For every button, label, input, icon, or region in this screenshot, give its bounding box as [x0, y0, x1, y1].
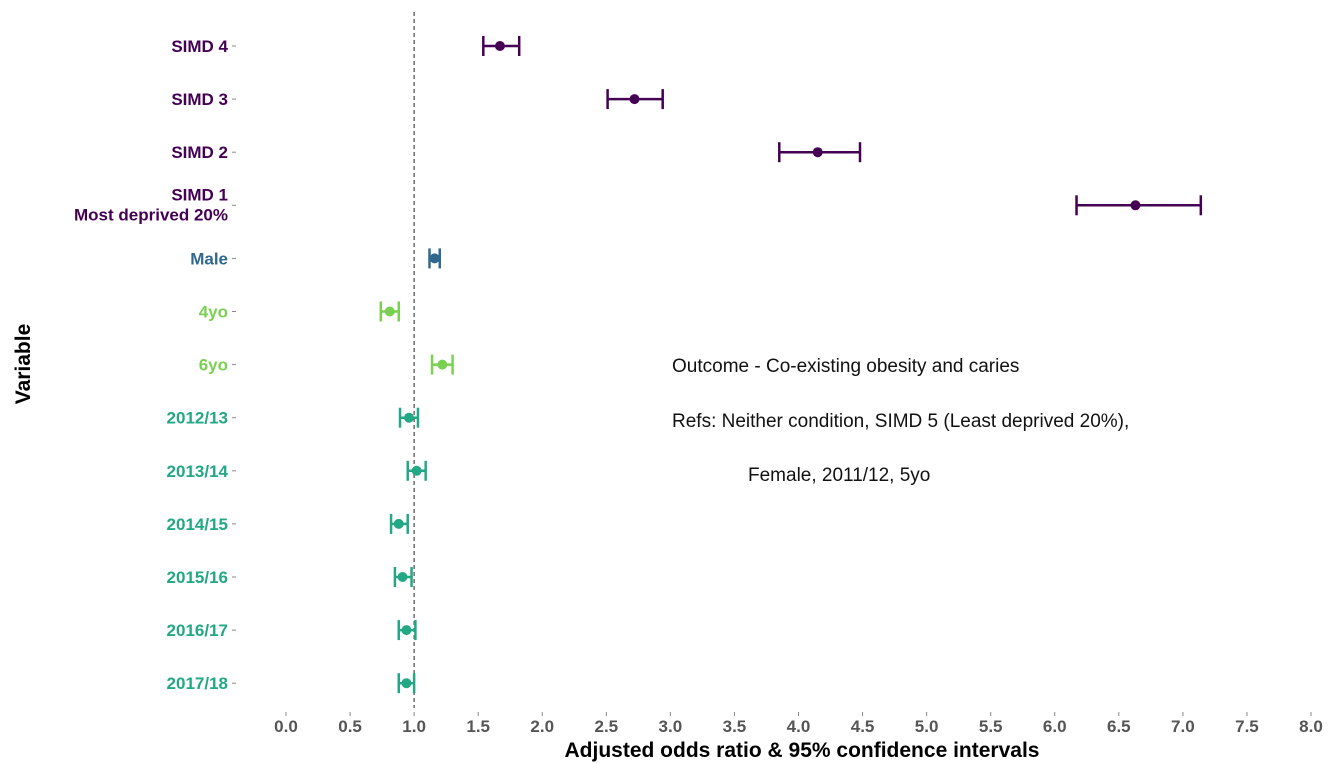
y-tick-label: 2014/15 — [167, 515, 228, 534]
x-tick-label: 4.5 — [851, 717, 875, 736]
point-estimate — [494, 41, 505, 51]
annotation-refs: Refs: Neither condition, SIMD 5 (Least d… — [672, 411, 1129, 432]
y-tick-label: 6yo — [199, 356, 228, 375]
y-tick-label: 2015/16 — [167, 568, 228, 587]
point-estimate — [393, 518, 404, 529]
y-tick-label: 2016/17 — [167, 621, 228, 640]
point-estimate — [629, 94, 640, 105]
y-tick-label: SIMD 4 — [171, 37, 228, 56]
point-estimate — [397, 572, 408, 582]
row-2015-16: 2015/16 — [167, 567, 413, 587]
point-estimate — [401, 678, 412, 689]
row-simd-4: SIMD 4 — [171, 36, 521, 56]
x-tick-label: 3.5 — [723, 717, 747, 736]
point-estimate — [411, 465, 422, 476]
x-tick-label: 6.5 — [1107, 717, 1131, 736]
y-tick-label: 4yo — [199, 303, 228, 322]
y-tick-label-sub: Most deprived 20% — [74, 205, 228, 224]
x-tick-label: 1.0 — [402, 717, 426, 736]
x-tick-label: 3.0 — [659, 717, 683, 736]
row-simd-3: SIMD 3 — [171, 89, 664, 110]
row-2014-15: 2014/15 — [167, 513, 409, 534]
x-tick-label: 0.0 — [274, 717, 298, 736]
x-tick-label: 4.0 — [787, 717, 811, 736]
row-4yo: 4yo — [199, 301, 400, 322]
x-tick-label: 6.0 — [1043, 717, 1067, 736]
annotation-outcome: Outcome - Co-existing obesity and caries — [672, 356, 1019, 377]
y-tick-label: 2013/14 — [167, 462, 229, 481]
row-2016-17: 2016/17 — [167, 620, 417, 641]
point-estimate — [1130, 200, 1141, 211]
x-tick-label: 0.5 — [338, 717, 362, 736]
y-axis-title: Variable — [12, 324, 35, 405]
point-estimate — [384, 306, 395, 317]
x-tick-label: 7.5 — [1235, 717, 1259, 736]
point-estimate — [429, 253, 440, 264]
y-tick-label: Male — [190, 249, 228, 268]
row-6yo: 6yo — [199, 354, 454, 375]
x-tick-label: 2.0 — [530, 717, 554, 736]
row-simd-2: SIMD 2 — [171, 142, 862, 163]
point-estimate — [401, 625, 412, 636]
point-estimate — [812, 147, 823, 158]
y-tick-label: SIMD 2 — [171, 143, 228, 162]
y-tick-label: SIMD 1 — [171, 185, 228, 204]
x-tick-label: 2.5 — [594, 717, 618, 736]
point-estimate — [437, 359, 448, 370]
y-tick-label: 2012/13 — [167, 409, 228, 428]
row-2017-18: 2017/18 — [167, 673, 416, 694]
y-tick-label: 2017/18 — [167, 674, 228, 693]
annotation-refs-cont: Female, 2011/12, 5yo — [748, 465, 930, 486]
row-2013-14: 2013/14 — [167, 460, 427, 481]
x-tick-label: 5.0 — [915, 717, 939, 736]
x-tick-label: 7.0 — [1171, 717, 1195, 736]
row-male: Male — [190, 248, 441, 269]
row-2012-13: 2012/13 — [167, 407, 420, 428]
y-tick-label: SIMD 3 — [171, 90, 228, 109]
x-tick-label: 5.5 — [979, 717, 1003, 736]
point-estimate — [404, 412, 414, 423]
x-axis-title: Adjusted odds ratio & 95% confidence int… — [565, 739, 1040, 762]
x-tick-label: 8.0 — [1299, 717, 1323, 736]
x-tick-label: 1.5 — [466, 717, 490, 736]
